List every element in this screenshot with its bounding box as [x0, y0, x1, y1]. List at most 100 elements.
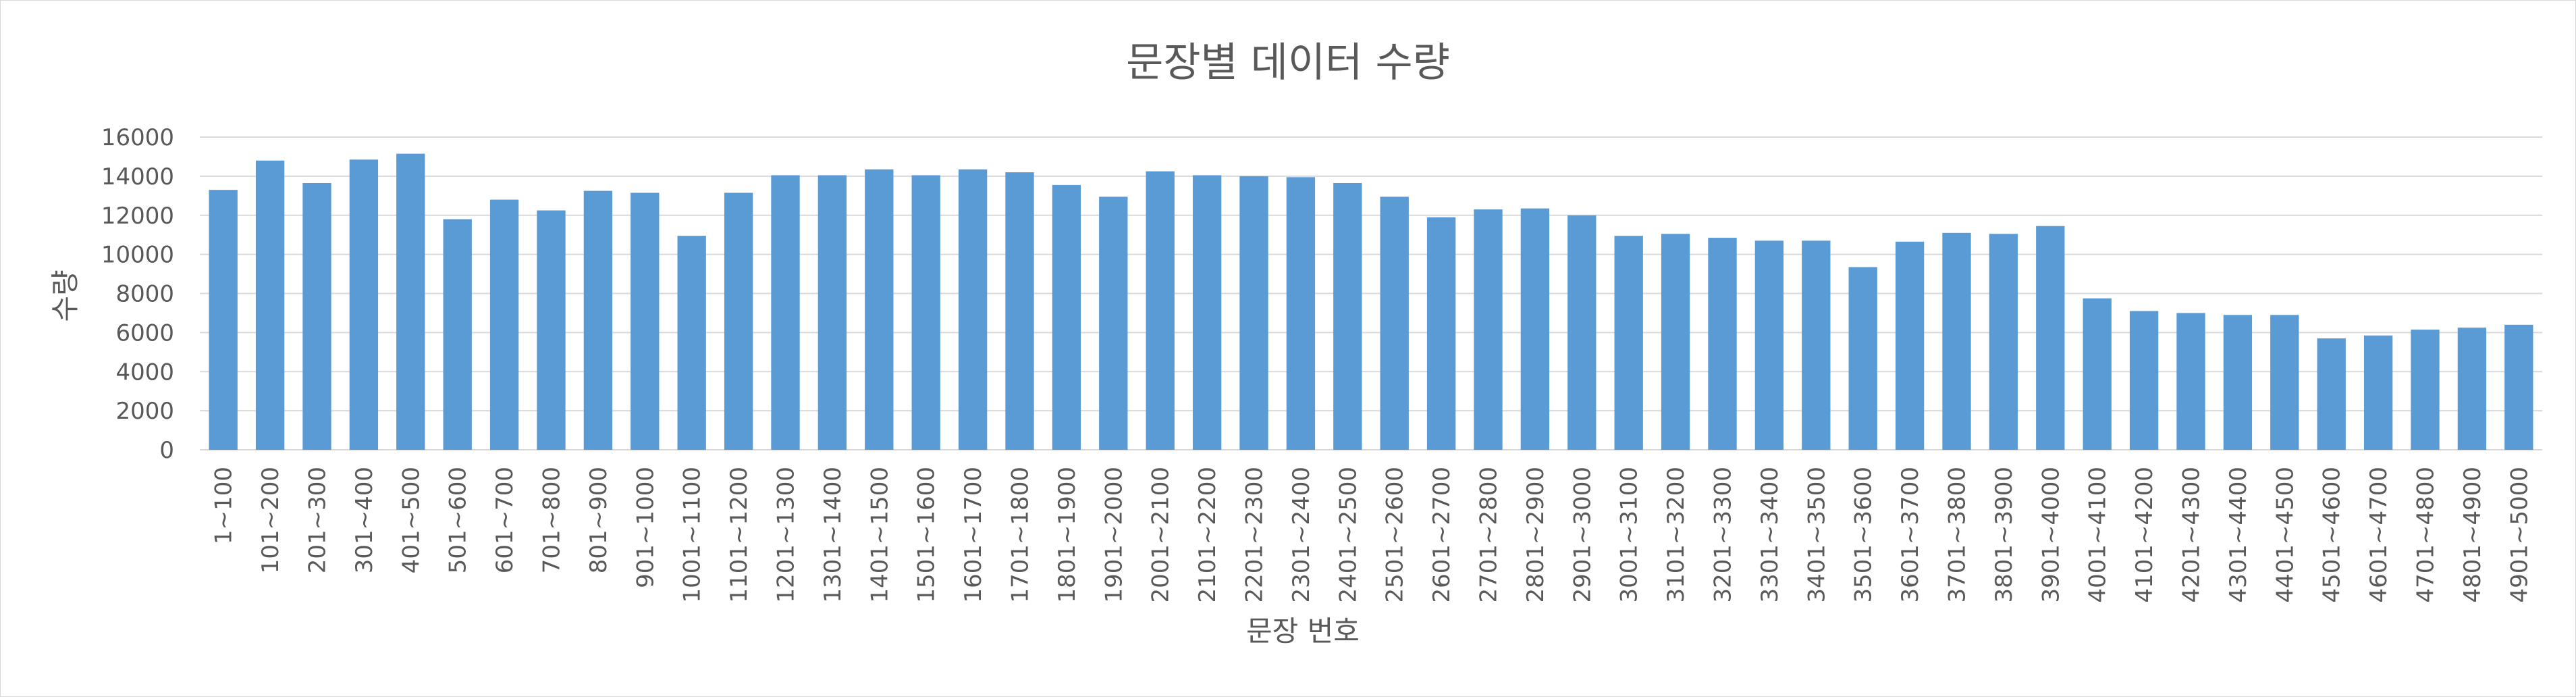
x-tick-label: 501~600 — [445, 467, 472, 573]
bar-3301~3400 — [1754, 240, 1784, 450]
bar-4701~4800 — [2411, 330, 2440, 450]
bar-4501~4600 — [2317, 338, 2346, 450]
x-tick-label: 1501~1600 — [913, 467, 940, 603]
bar-1501~1600 — [911, 175, 940, 450]
bar-101~200 — [255, 160, 285, 450]
x-tick-label: 1201~1300 — [773, 467, 800, 603]
bar-901~1000 — [630, 192, 660, 450]
y-tick-label: 4000 — [115, 359, 174, 386]
y-tick-label: 6000 — [115, 319, 174, 346]
x-tick-label: 1901~2000 — [1100, 467, 1127, 603]
x-tick-label: 3401~3500 — [1803, 467, 1830, 603]
bar-3001~3100 — [1614, 236, 1643, 450]
bar-4401~4500 — [2270, 315, 2299, 450]
bar-2001~2100 — [1146, 171, 1175, 450]
bar-2701~2800 — [1474, 209, 1503, 450]
bar-401~500 — [396, 153, 425, 450]
bar-3901~4000 — [2036, 226, 2065, 450]
x-tick-label: 3701~3800 — [1944, 467, 1971, 603]
bars — [209, 153, 2533, 450]
x-tick-label: 1701~1800 — [1007, 467, 1034, 603]
x-tick-label: 4801~4900 — [2459, 467, 2486, 603]
chart-title: 문장별 데이터 수량 — [1126, 39, 1450, 86]
x-tick-label: 2301~2400 — [1288, 467, 1315, 603]
bar-3601~3700 — [1895, 241, 1925, 450]
x-tick-label: 4001~4100 — [2085, 467, 2112, 603]
x-tick-label: 3901~4000 — [2037, 467, 2064, 603]
y-tick-label: 12000 — [101, 203, 174, 230]
x-tick-label: 2401~2500 — [1335, 467, 1362, 603]
x-tick-label: 4101~4200 — [2131, 467, 2158, 603]
bar-1901~2000 — [1099, 197, 1128, 450]
x-tick-label: 1401~1500 — [866, 467, 893, 603]
x-tick-label: 2101~2200 — [1194, 467, 1221, 603]
x-tick-label: 201~300 — [304, 467, 331, 573]
x-tick-label: 3801~3900 — [1991, 467, 2018, 603]
x-tick-label: 1101~1200 — [726, 467, 753, 603]
x-tick-label: 3201~3300 — [1710, 467, 1737, 603]
x-tick-label: 3301~3400 — [1756, 467, 1783, 603]
y-axis-tick-labels: 0 2000 4000 6000 8000 10000 12000 14000 16000 — [101, 124, 174, 464]
x-tick-label: 301~400 — [351, 467, 378, 573]
bar-3801~3900 — [1989, 234, 2018, 450]
x-tick-label: 2001~2100 — [1148, 467, 1175, 603]
bar-4101~4200 — [2129, 311, 2159, 450]
bar-1801~1900 — [1052, 184, 1081, 450]
x-tick-label: 1801~1900 — [1054, 467, 1081, 603]
y-tick-label: 0 — [159, 437, 174, 464]
bar-2301~2400 — [1286, 177, 1316, 450]
bar-3701~3800 — [1942, 232, 1971, 450]
y-tick-label: 16000 — [101, 124, 174, 151]
x-tick-label: 4701~4800 — [2413, 467, 2440, 603]
bar-3401~3500 — [1802, 240, 1831, 450]
bar-2201~2300 — [1239, 176, 1268, 450]
bar-1701~1800 — [1005, 172, 1034, 450]
y-tick-label: 10000 — [101, 242, 174, 269]
bar-701~800 — [537, 210, 566, 450]
bar-201~300 — [302, 183, 331, 450]
bar-3101~3200 — [1661, 234, 1690, 450]
x-tick-label: 901~1000 — [632, 467, 659, 588]
bar-1~100 — [209, 190, 238, 450]
x-axis-title: 문장 번호 — [1246, 615, 1360, 648]
bar-3501~3600 — [1848, 267, 1877, 450]
x-tick-label: 1001~1100 — [679, 467, 706, 603]
x-tick-label: 801~900 — [585, 467, 612, 573]
bar-1401~1500 — [865, 169, 894, 450]
x-tick-label: 2501~2600 — [1382, 467, 1409, 603]
x-tick-label: 2201~2300 — [1241, 467, 1268, 603]
x-tick-label: 3101~3200 — [1663, 467, 1690, 603]
bar-1101~1200 — [724, 192, 753, 450]
x-tick-label: 2801~2900 — [1522, 467, 1549, 603]
y-axis-title: 수량 — [49, 269, 82, 321]
x-tick-label: 4201~4300 — [2178, 467, 2205, 603]
x-tick-label: 4401~4500 — [2272, 467, 2299, 603]
y-tick-label: 14000 — [101, 163, 174, 190]
y-tick-label: 2000 — [115, 398, 174, 425]
bar-2101~2200 — [1192, 175, 1222, 450]
x-axis-tick-labels: 1~100 101~200 201~300 301~400 401~500 501~600… — [211, 467, 2533, 603]
x-tick-label: 3001~3100 — [1616, 467, 1643, 603]
bar-1201~1300 — [771, 175, 800, 450]
bar-4801~4900 — [2457, 328, 2487, 450]
x-tick-label: 601~700 — [491, 467, 518, 573]
x-tick-label: 2601~2700 — [1428, 467, 1455, 603]
bar-2501~2600 — [1380, 197, 1409, 450]
bar-1601~1700 — [958, 169, 988, 450]
x-tick-label: 1~100 — [211, 467, 238, 544]
bar-501~600 — [443, 219, 472, 450]
x-tick-label: 4501~4600 — [2319, 467, 2346, 603]
bar-2901~3000 — [1567, 215, 1596, 450]
x-tick-label: 2701~2800 — [1476, 467, 1503, 603]
bar-3201~3300 — [1708, 238, 1737, 450]
x-tick-label: 4301~4400 — [2225, 467, 2252, 603]
bar-2801~2900 — [1520, 208, 1550, 450]
x-tick-label: 4901~5000 — [2506, 467, 2533, 603]
x-tick-label: 1301~1400 — [820, 467, 847, 603]
y-tick-label: 8000 — [115, 281, 174, 308]
bar-301~400 — [349, 159, 379, 450]
bar-4301~4400 — [2223, 315, 2253, 450]
bar-4001~4100 — [2083, 298, 2112, 450]
x-tick-label: 701~800 — [539, 467, 566, 573]
bar-1001~1100 — [677, 236, 706, 450]
